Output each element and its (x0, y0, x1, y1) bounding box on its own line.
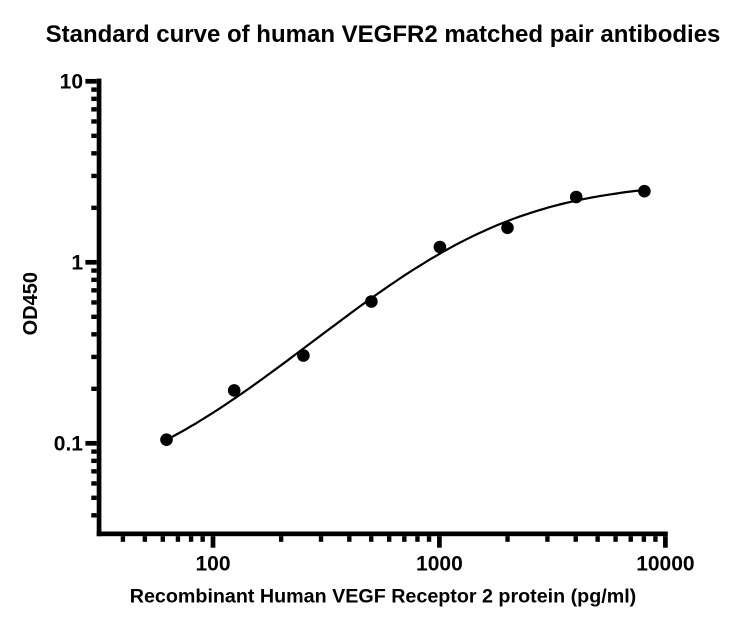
svg-text:Recombinant Human VEGF Recepto: Recombinant Human VEGF Receptor 2 protei… (130, 585, 636, 607)
svg-text:0.1: 0.1 (54, 433, 84, 456)
svg-text:1000: 1000 (416, 552, 463, 575)
svg-text:10000: 10000 (636, 552, 694, 575)
svg-text:Standard curve of human VEGFR2: Standard curve of human VEGFR2 matched p… (46, 21, 721, 48)
svg-text:10: 10 (60, 71, 83, 94)
svg-text:OD450: OD450 (20, 272, 42, 335)
svg-text:100: 100 (195, 552, 230, 575)
svg-text:1: 1 (71, 252, 83, 275)
